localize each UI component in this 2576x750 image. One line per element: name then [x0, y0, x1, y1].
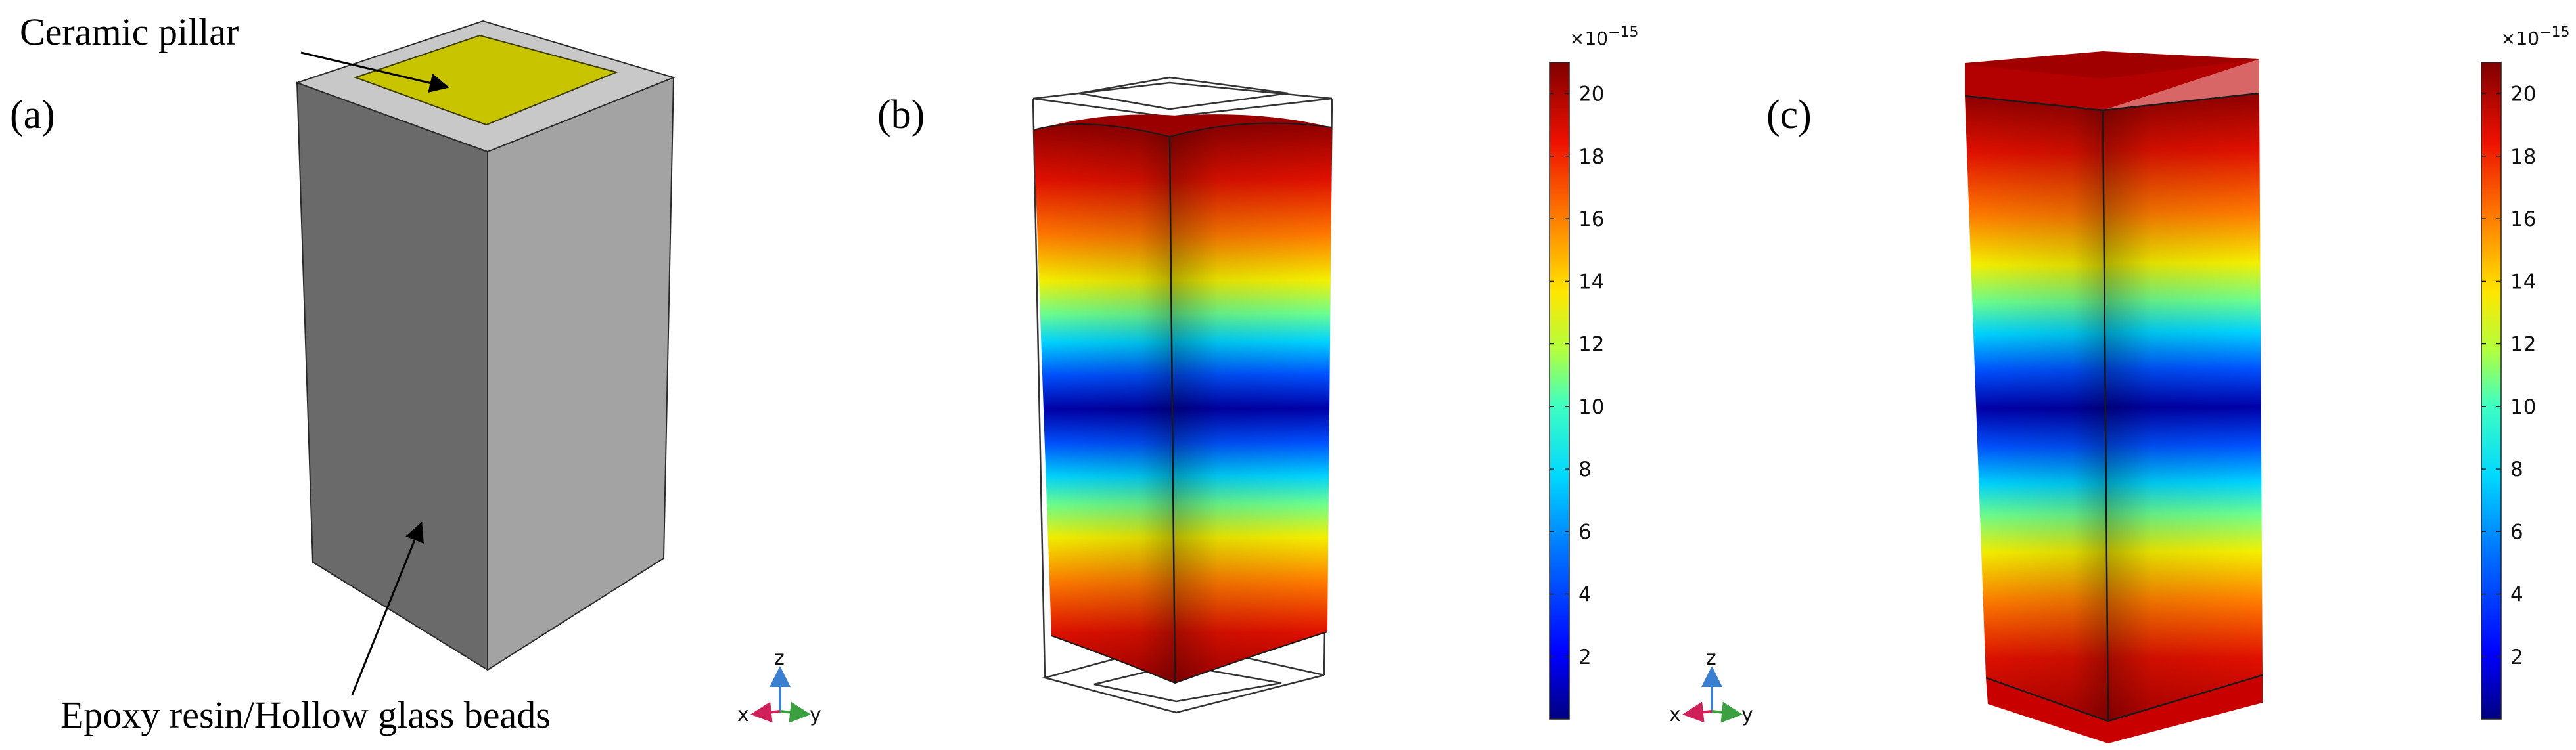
colorbar-c-tick-label: 18: [2510, 145, 2536, 169]
deformed-body-c-bottom: [1986, 675, 2263, 743]
colorbar-b-tick-label: 18: [1578, 145, 1604, 169]
panel-c-label: (c): [1766, 93, 1812, 137]
colorbar-c-multiplier-base: ×10: [2500, 28, 2539, 49]
colorbar-b-tick-label: 4: [1578, 583, 1592, 607]
colorbar-c: ×10−15 2 4 6 8 10 12 14 16 18 20: [2481, 24, 2570, 720]
matrix-arrow: [351, 521, 424, 695]
colorbar-c-tick-label: 20: [2510, 83, 2536, 106]
x-axis-arrow: [750, 701, 781, 723]
ceramic-pillar-arrow: [300, 51, 449, 93]
panel-c: (c) ×10−15 2 4 6 8 10 12 14 16 18 20: [1766, 24, 2570, 743]
x-axis-arrow-b: [1682, 701, 1713, 723]
x-axis-label: x: [737, 703, 749, 726]
y-axis-label: y: [810, 703, 821, 726]
colorbar-b-tick-label: 8: [1578, 458, 1592, 481]
y-axis-arrow: [779, 701, 811, 723]
colorbar-c-ticks: 2 4 6 8 10 12 14 16 18 20: [2481, 83, 2536, 669]
z-axis-label-b: z: [1706, 647, 1716, 670]
colorbar-c-tick-label: 14: [2510, 270, 2536, 294]
colorbar-b-exponent: −15: [1608, 24, 1638, 41]
x-axis-label-b: x: [1669, 703, 1681, 726]
panel-b: (b) ×10−15 2 4 6 8 10 12 14 16 18 20: [877, 24, 1753, 726]
colorbar-b-tick-label: 20: [1578, 83, 1604, 106]
matrix-block-left-face: [296, 81, 488, 671]
colorbar-b-tick-label: 6: [1578, 520, 1592, 544]
colorbar-b: ×10−15 2 4 6 8 10 12 14 16 18 20: [1549, 24, 1639, 720]
axis-triad-b: z x y: [1669, 647, 1753, 726]
matrix-label: Epoxy resin/Hollow glass beads: [60, 694, 551, 736]
colorbar-b-tick-label: 10: [1578, 395, 1604, 419]
colorbar-c-tick-label: 8: [2510, 458, 2523, 481]
panel-b-label: (b): [877, 93, 925, 137]
ceramic-pillar-top: [353, 34, 619, 126]
colorbar-c-tick-label: 12: [2510, 333, 2536, 357]
deformed-body-b: [1033, 114, 1333, 684]
colorbar-c-bar: [2481, 62, 2502, 720]
colorbar-b-tick-label: 16: [1578, 208, 1604, 231]
panel-a-label: (a): [10, 93, 55, 137]
colorbar-b-tick-label: 12: [1578, 333, 1604, 357]
colorbar-b-tick-label: 2: [1578, 646, 1592, 669]
colorbar-c-multiplier: ×10−15: [2500, 24, 2570, 49]
colorbar-c-tick-label: 6: [2510, 520, 2523, 544]
colorbar-c-tick-label: 2: [2510, 646, 2523, 669]
colorbar-b-multiplier-base: ×10: [1569, 28, 1608, 49]
ceramic-pillar-label: Ceramic pillar: [20, 11, 239, 53]
z-axis-label: z: [774, 647, 785, 670]
deformed-body-b-top: [1034, 114, 1332, 137]
colorbar-b-bar: [1549, 62, 1570, 720]
colorbar-c-tick-label: 4: [2510, 583, 2523, 607]
y-axis-label-b: y: [1741, 703, 1753, 726]
deformed-body-c: [1964, 51, 2263, 743]
matrix-block-right-face: [487, 76, 675, 671]
axis-triad-a: z x y: [737, 647, 821, 726]
colorbar-b-tick-label: 14: [1578, 270, 1604, 294]
colorbar-b-multiplier: ×10−15: [1569, 24, 1639, 49]
colorbar-c-tick-label: 16: [2510, 208, 2536, 231]
colorbar-c-tick-label: 10: [2510, 395, 2536, 419]
colorbar-c-exponent: −15: [2539, 24, 2569, 41]
y-axis-arrow-b: [1711, 701, 1743, 723]
panel-a: (a) Ceramic pillar Epoxy resin/Hollow gl…: [10, 11, 821, 736]
colorbar-b-ticks: 2 4 6 8 10 12 14 16 18 20: [1550, 83, 1604, 669]
